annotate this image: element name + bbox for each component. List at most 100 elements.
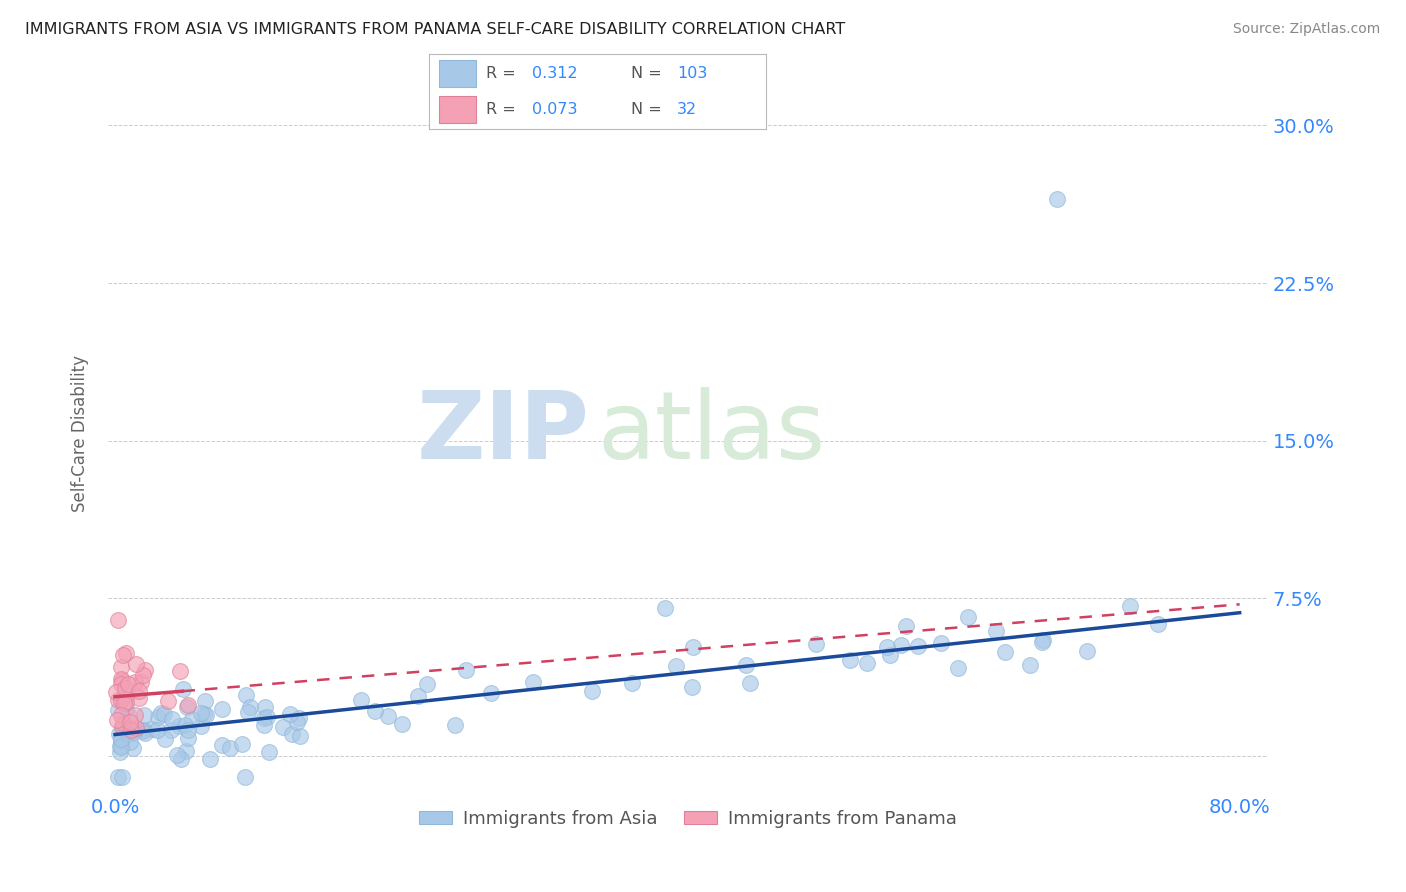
Point — [1119, 599, 1142, 613]
Point — [238, 705, 260, 719]
Text: 103: 103 — [676, 66, 707, 81]
Point — [1146, 616, 1168, 631]
Point — [839, 653, 862, 667]
Point — [122, 725, 145, 739]
Point — [114, 695, 136, 709]
Text: N =: N = — [631, 102, 668, 117]
Point — [120, 714, 142, 729]
Point — [218, 740, 240, 755]
Point — [190, 706, 212, 721]
Point — [118, 709, 141, 723]
Point — [110, 677, 132, 691]
Point — [804, 636, 827, 650]
Point — [134, 663, 156, 677]
Text: IMMIGRANTS FROM ASIA VS IMMIGRANTS FROM PANAMA SELF-CARE DISABILITY CORRELATION : IMMIGRANTS FROM ASIA VS IMMIGRANTS FROM … — [25, 22, 845, 37]
Bar — [439, 60, 477, 87]
Text: N =: N = — [631, 66, 668, 81]
Point — [957, 609, 980, 624]
Point — [194, 694, 217, 708]
Point — [253, 717, 276, 731]
Point — [107, 770, 129, 784]
Point — [153, 732, 176, 747]
Point — [211, 738, 233, 752]
Point — [169, 664, 191, 678]
Point — [111, 721, 134, 735]
Point — [479, 686, 502, 700]
Point — [146, 710, 169, 724]
Point — [172, 682, 194, 697]
Point — [110, 693, 132, 707]
Point — [128, 683, 150, 698]
Y-axis label: Self-Care Disability: Self-Care Disability — [72, 355, 89, 512]
Point — [211, 701, 233, 715]
Point — [256, 710, 278, 724]
Point — [117, 727, 139, 741]
Point — [907, 639, 929, 653]
Point — [273, 720, 295, 734]
Point — [129, 674, 152, 689]
Point — [112, 696, 135, 710]
Point — [159, 723, 181, 737]
Point — [1032, 632, 1054, 647]
Point — [620, 676, 643, 690]
Point — [134, 708, 156, 723]
Point — [654, 601, 676, 615]
Point — [162, 712, 184, 726]
Point — [111, 770, 134, 784]
Point — [257, 745, 280, 759]
Point — [174, 744, 197, 758]
Point — [177, 723, 200, 737]
Text: atlas: atlas — [598, 387, 825, 479]
Point — [134, 726, 156, 740]
Point — [581, 684, 603, 698]
Point — [231, 737, 253, 751]
Point — [122, 740, 145, 755]
Point — [105, 685, 128, 699]
Point — [681, 680, 703, 694]
Point — [110, 708, 132, 723]
Point — [254, 699, 277, 714]
Point — [115, 646, 138, 660]
Point — [157, 694, 180, 708]
Point — [946, 661, 969, 675]
Point — [114, 681, 136, 695]
Point — [118, 735, 141, 749]
Point — [124, 721, 146, 735]
Point — [406, 689, 429, 703]
Point — [107, 703, 129, 717]
Point — [235, 688, 257, 702]
Point — [131, 668, 153, 682]
Point — [929, 636, 952, 650]
Point — [108, 727, 131, 741]
Point — [1046, 192, 1069, 206]
Point — [1031, 635, 1053, 649]
Point — [110, 734, 132, 748]
Text: ZIP: ZIP — [416, 387, 589, 479]
Point — [115, 688, 138, 702]
Legend: Immigrants from Asia, Immigrants from Panama: Immigrants from Asia, Immigrants from Pa… — [412, 802, 963, 835]
Point — [167, 719, 190, 733]
Point — [141, 722, 163, 736]
Point — [194, 708, 217, 723]
Point — [173, 718, 195, 732]
Point — [134, 723, 156, 737]
Point — [112, 648, 135, 662]
Point — [114, 701, 136, 715]
Point — [110, 745, 132, 759]
Point — [176, 699, 198, 714]
Point — [522, 675, 544, 690]
Text: 0.073: 0.073 — [531, 102, 578, 117]
Point — [876, 640, 898, 655]
Point — [894, 619, 917, 633]
Point — [152, 706, 174, 721]
Point — [193, 706, 215, 721]
Point — [107, 613, 129, 627]
Point — [239, 699, 262, 714]
Point — [177, 698, 200, 712]
Point — [364, 704, 387, 718]
Point — [124, 674, 146, 689]
Point — [288, 711, 311, 725]
Point — [288, 729, 311, 743]
Point — [125, 657, 148, 672]
Point — [1076, 644, 1098, 658]
